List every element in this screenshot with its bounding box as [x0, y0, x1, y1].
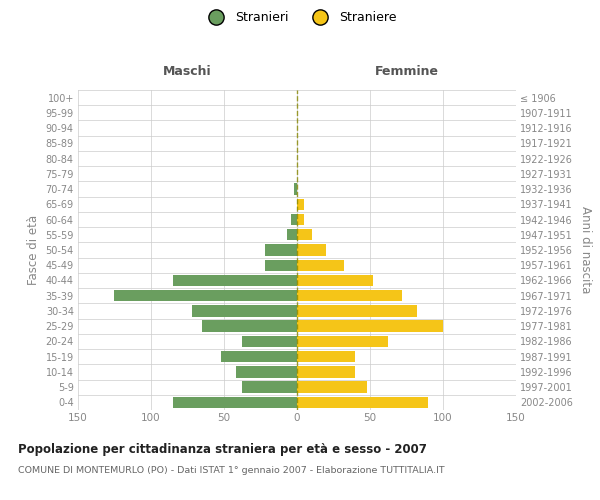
Y-axis label: Fasce di età: Fasce di età — [27, 215, 40, 285]
Bar — [297, 260, 344, 271]
Text: Femmine: Femmine — [374, 65, 439, 78]
Bar — [242, 382, 297, 393]
Text: Maschi: Maschi — [163, 65, 212, 78]
Bar — [297, 305, 417, 316]
Bar — [173, 396, 297, 408]
Bar — [297, 382, 367, 393]
Bar — [297, 214, 304, 225]
Bar — [297, 320, 443, 332]
Bar — [265, 244, 297, 256]
Bar — [297, 198, 304, 210]
Bar — [297, 336, 388, 347]
Bar — [297, 396, 428, 408]
Bar — [265, 260, 297, 271]
Bar — [287, 229, 297, 240]
Bar — [297, 275, 373, 286]
Bar — [242, 336, 297, 347]
Bar — [202, 320, 297, 332]
Y-axis label: Anni di nascita: Anni di nascita — [580, 206, 592, 294]
Legend: Stranieri, Straniere: Stranieri, Straniere — [204, 11, 396, 24]
Bar — [115, 290, 297, 302]
Bar — [297, 351, 355, 362]
Bar — [173, 275, 297, 286]
Bar — [297, 366, 355, 378]
Text: Popolazione per cittadinanza straniera per età e sesso - 2007: Popolazione per cittadinanza straniera p… — [18, 442, 427, 456]
Bar — [236, 366, 297, 378]
Bar — [291, 214, 297, 225]
Bar — [297, 290, 402, 302]
Bar — [221, 351, 297, 362]
Bar — [297, 229, 311, 240]
Bar — [192, 305, 297, 316]
Bar — [294, 184, 297, 195]
Text: COMUNE DI MONTEMURLO (PO) - Dati ISTAT 1° gennaio 2007 - Elaborazione TUTTITALIA: COMUNE DI MONTEMURLO (PO) - Dati ISTAT 1… — [18, 466, 445, 475]
Bar — [297, 244, 326, 256]
